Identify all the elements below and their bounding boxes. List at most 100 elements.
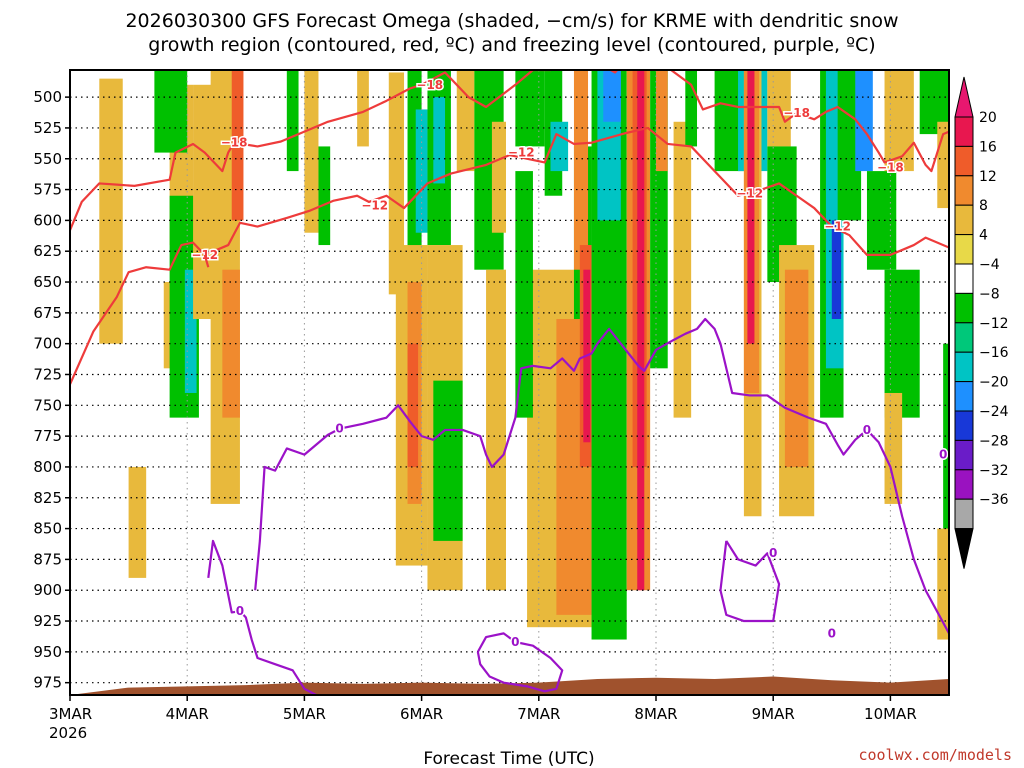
colorbar-bin [954, 469, 974, 500]
freezing-contour-label: 0 [236, 604, 244, 618]
dgz-contour-label: −12 [824, 220, 851, 234]
dgz-contour-line [70, 70, 949, 231]
freezing-contour-label: 0 [863, 423, 871, 437]
y-tick-label: 550 [33, 150, 62, 168]
colorbar-label: −28 [979, 433, 1009, 449]
omega-region [231, 70, 244, 221]
plot-frame [69, 69, 950, 696]
y-tick-label: 750 [33, 396, 62, 414]
omega-region [656, 70, 668, 172]
y-tick-label: 575 [33, 181, 62, 199]
x-tick-label: 3MAR [49, 705, 92, 723]
colorbar-bin [954, 116, 974, 147]
omega-region [515, 70, 545, 147]
y-tick-label: 600 [33, 211, 62, 229]
colorbar-label: −20 [979, 375, 1009, 391]
colorbar-label: 16 [979, 139, 997, 155]
omega-region [433, 380, 463, 541]
y-tick-label: 700 [33, 335, 62, 353]
omega-region [866, 171, 897, 270]
x-tick-label: 9MAR [752, 705, 795, 723]
omega-region [831, 220, 842, 320]
y-tick-label: 725 [33, 365, 62, 383]
terrain-area [70, 676, 949, 695]
colorbar-label: 4 [979, 228, 988, 244]
omega-region [304, 70, 319, 233]
y-tick-label: 500 [33, 88, 62, 106]
omega-region [673, 121, 692, 418]
colorbar-bottom-arrow [954, 528, 974, 569]
colorbar-label: −4 [979, 257, 1000, 273]
colorbar-label: 12 [979, 169, 997, 185]
dgz-contour-label: −18 [877, 160, 904, 174]
x-tick-label: 10MAR [864, 705, 917, 723]
omega-region [550, 121, 569, 172]
colorbar-bin [954, 292, 974, 324]
y-tick-label: 950 [33, 643, 62, 661]
freezing-contour-line [207, 539, 317, 695]
freezing-level-contours: 0 0 0 0 0 0 0 [207, 317, 949, 695]
chart-title-line-1: 2026030300 GFS Forecast Omega (shaded, −… [125, 10, 898, 32]
omega-region [603, 70, 621, 122]
omega-region [318, 146, 331, 246]
freezing-contour-label: 0 [828, 626, 836, 640]
x-tick-label: 8MAR [634, 705, 677, 723]
x-tick-label: 7MAR [517, 705, 560, 723]
dgz-contour-label: −12 [361, 199, 388, 213]
omega-region [747, 70, 755, 344]
colorbar-label: −8 [979, 286, 1000, 302]
colorbar: 20 16 12 8 4 −4 −8 −12 −16 −20 −24 −28 −32 −36 [954, 76, 1009, 569]
chart-title-line-2: growth region (contoured, red, ºC) and f… [148, 34, 875, 56]
omega-region [767, 70, 791, 147]
colorbar-label: −36 [979, 492, 1009, 508]
colorbar-bin [954, 351, 974, 383]
y-tick-label: 775 [33, 427, 62, 445]
dgz-contour-label: −18 [221, 136, 248, 150]
colorbar-bin [954, 381, 974, 412]
credit-text: coolwx.com/models [858, 746, 1012, 764]
omega-region [128, 466, 147, 578]
omega-region [573, 70, 589, 270]
omega-region [99, 78, 123, 344]
y-tick-label: 650 [33, 273, 62, 291]
omega-region [491, 121, 506, 233]
y-tick-label: 800 [33, 458, 62, 476]
dgz-contour-stub [203, 254, 210, 268]
x-axis-title: Forecast Time (UTC) [423, 749, 594, 768]
dgz-contour-label: −18 [783, 106, 810, 120]
freezing-contour-label: 0 [511, 635, 519, 649]
omega-region [884, 392, 903, 504]
colorbar-label: −12 [979, 316, 1009, 332]
omega-region [685, 70, 698, 147]
omega-region [486, 269, 506, 591]
dgz-contour-label: −18 [416, 78, 443, 92]
omega-region [456, 70, 475, 172]
omega-region [357, 70, 369, 147]
colorbar-bin [954, 263, 974, 294]
colorbar-bin [954, 322, 974, 353]
y-tick-label: 875 [33, 550, 62, 568]
colorbar-bin [954, 145, 974, 177]
freezing-contour-label: 0 [939, 448, 947, 462]
y-tick-label: 825 [33, 489, 62, 507]
x-tick-label: 4MAR [166, 705, 209, 723]
omega-region [637, 70, 645, 591]
terrain-fill [70, 676, 949, 695]
colorbar-label: 20 [979, 110, 997, 126]
dgz-contour-line [70, 126, 949, 385]
colorbar-label: −16 [979, 345, 1009, 361]
x-axis-ticks: 3MAR 4MAR 5MAR 6MAR 7MAR 8MAR 9MAR 10MAR [49, 695, 917, 723]
omega-region [433, 97, 446, 184]
omega-region [407, 343, 419, 467]
y-axis-ticks: 500 525 550 575 600 625 650 675 700 725 750 775 800 8… [33, 88, 70, 692]
x-tick-label: 5MAR [283, 705, 326, 723]
y-tick-label: 975 [33, 674, 62, 692]
dotted-grid [70, 70, 949, 695]
omega-region [943, 343, 949, 591]
freezing-contour-label: 0 [335, 422, 343, 436]
omega-region [415, 109, 428, 233]
x-tick-label: 6MAR [400, 705, 443, 723]
freezing-contour-label: 0 [769, 546, 777, 560]
